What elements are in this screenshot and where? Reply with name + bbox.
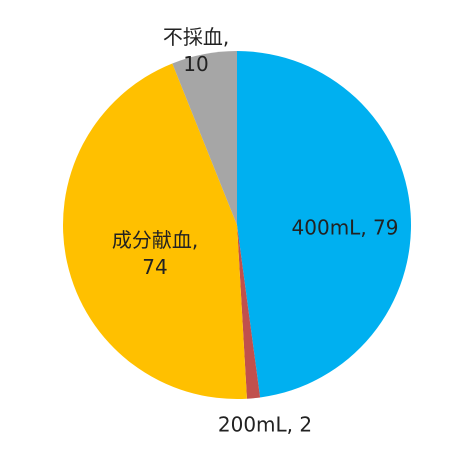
- data-label: 成分献血, 74: [111, 228, 199, 279]
- pie-slice: [63, 63, 247, 399]
- data-label: 400mL, 79: [291, 215, 399, 240]
- pie-slice: [237, 225, 261, 399]
- data-label: 不採血, 10: [162, 25, 230, 76]
- pie-slice: [172, 51, 237, 225]
- pie-slice: [237, 51, 412, 398]
- data-label: 200mL, 2: [217, 412, 313, 437]
